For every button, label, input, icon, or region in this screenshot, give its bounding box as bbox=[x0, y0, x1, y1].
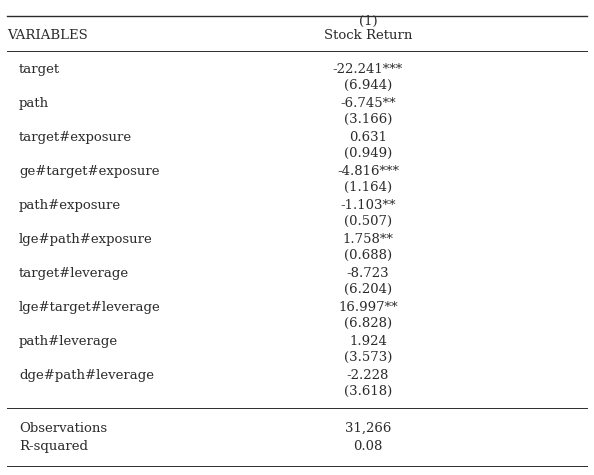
Text: path#leverage: path#leverage bbox=[19, 335, 118, 348]
Text: Stock Return: Stock Return bbox=[324, 28, 412, 41]
Text: 0.631: 0.631 bbox=[349, 132, 387, 144]
Text: target#leverage: target#leverage bbox=[19, 267, 129, 280]
Text: (3.166): (3.166) bbox=[344, 113, 392, 126]
Text: (6.944): (6.944) bbox=[344, 79, 392, 92]
Text: target#exposure: target#exposure bbox=[19, 132, 132, 144]
Text: 1.924: 1.924 bbox=[349, 335, 387, 348]
Text: (1.164): (1.164) bbox=[344, 181, 392, 194]
Text: path: path bbox=[19, 97, 49, 110]
Text: (0.949): (0.949) bbox=[344, 147, 392, 160]
Text: 16.997**: 16.997** bbox=[338, 301, 398, 314]
Text: target: target bbox=[19, 63, 60, 76]
Text: (3.573): (3.573) bbox=[344, 351, 392, 364]
Text: (3.618): (3.618) bbox=[344, 385, 392, 398]
Text: 31,266: 31,266 bbox=[345, 422, 391, 435]
Text: R-squared: R-squared bbox=[19, 440, 88, 453]
Text: (1): (1) bbox=[359, 15, 377, 28]
Text: lge#path#exposure: lge#path#exposure bbox=[19, 233, 153, 247]
Text: -1.103**: -1.103** bbox=[340, 200, 396, 212]
Text: dge#path#leverage: dge#path#leverage bbox=[19, 370, 154, 382]
Text: (0.507): (0.507) bbox=[344, 215, 392, 228]
Text: -4.816***: -4.816*** bbox=[337, 165, 399, 178]
Text: -6.745**: -6.745** bbox=[340, 97, 396, 110]
Text: lge#target#leverage: lge#target#leverage bbox=[19, 301, 161, 314]
Text: ge#target#exposure: ge#target#exposure bbox=[19, 165, 160, 178]
Text: (6.828): (6.828) bbox=[344, 317, 392, 330]
Text: 0.08: 0.08 bbox=[353, 440, 383, 453]
Text: 1.758**: 1.758** bbox=[343, 233, 393, 247]
Text: -8.723: -8.723 bbox=[347, 267, 389, 280]
Text: -22.241***: -22.241*** bbox=[333, 63, 403, 76]
Text: (6.204): (6.204) bbox=[344, 283, 392, 296]
Text: path#exposure: path#exposure bbox=[19, 200, 121, 212]
Text: (0.688): (0.688) bbox=[344, 249, 392, 262]
Text: Observations: Observations bbox=[19, 422, 108, 435]
Text: VARIABLES: VARIABLES bbox=[7, 28, 88, 41]
Text: -2.228: -2.228 bbox=[347, 370, 389, 382]
